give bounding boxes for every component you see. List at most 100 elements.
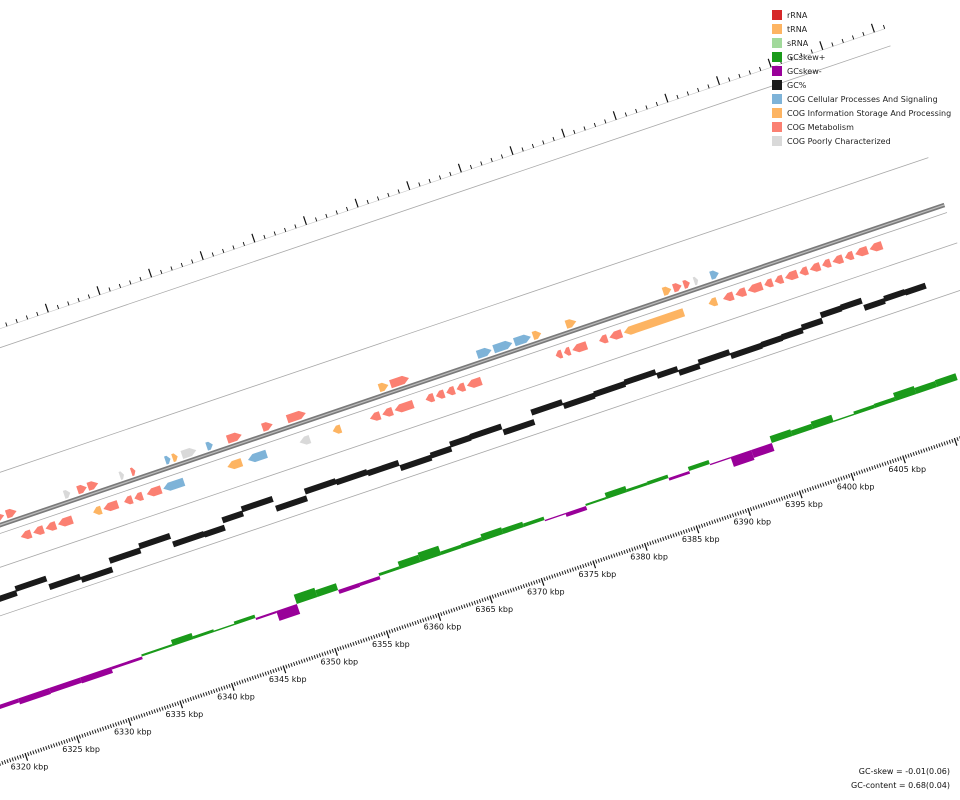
legend-label: COG Information Storage And Processing: [787, 108, 952, 118]
ruler-minor-tick: [791, 493, 794, 498]
genome-stats: GC-skew = -0.01(0.06) GC-content = 0.68(…: [851, 765, 950, 793]
ruler-minor-tick: [633, 546, 636, 551]
ruler-minor-tick: [811, 486, 815, 491]
gene-arrow: [389, 375, 409, 389]
ruler-minor-tick: [409, 622, 412, 627]
ruler-minor-tick: [60, 740, 63, 745]
ruler-minor-tick: [780, 496, 784, 501]
ruler-minor-tick: [517, 585, 520, 590]
outer-ruler-minor-tick: [810, 49, 813, 54]
gc-skew-negative-bar: [668, 471, 691, 481]
ruler-minor-tick: [293, 661, 296, 667]
gc-skew-negative-bar: [0, 698, 20, 709]
ruler-minor-tick: [765, 501, 768, 506]
outer-ruler: [0, 23, 886, 329]
outer-ruler-minor-tick: [469, 164, 473, 169]
ruler-minor-tick: [295, 661, 298, 666]
ruler-minor-tick: [458, 605, 461, 611]
gc-skew-positive-bar: [293, 587, 318, 604]
ruler-minor-tick: [497, 592, 500, 597]
ruler-minor-tick: [269, 669, 272, 674]
gene-arrow: [299, 435, 312, 445]
ruler-minor-tick: [737, 511, 740, 516]
ruler-major-tick: [747, 507, 751, 516]
ruler-minor-tick: [256, 674, 260, 679]
ruler-minor-tick: [471, 601, 474, 606]
ruler-minor-tick: [783, 495, 786, 500]
outer-ruler-minor-tick: [5, 322, 8, 327]
legend-swatch: [772, 108, 782, 118]
ruler-minor-tick: [527, 582, 531, 587]
ruler-minor-tick: [801, 489, 804, 494]
ruler-minor-tick: [602, 556, 605, 562]
ruler-minor-tick: [863, 468, 866, 473]
gc-skew-positive-bar: [914, 381, 937, 394]
ruler-minor-tick: [370, 635, 373, 640]
ruler-minor-tick: [597, 558, 600, 563]
ruler-minor-tick: [329, 649, 332, 654]
ruler-minor-tick: [690, 527, 693, 532]
ruler-minor-tick: [484, 597, 487, 602]
ruler-minor-tick: [215, 688, 218, 693]
ruler-minor-tick: [455, 606, 458, 611]
gc-skew-negative-bar: [730, 450, 755, 467]
track-guide-line: [0, 212, 948, 534]
outer-ruler-minor-tick: [25, 315, 29, 320]
ruler-minor-tick: [225, 684, 229, 689]
gene-arrow: [103, 500, 120, 512]
gene-arrow: [822, 258, 832, 268]
ruler-minor-tick: [241, 679, 244, 684]
legend-swatch: [772, 52, 782, 62]
outer-ruler-line: [0, 28, 885, 329]
outer-ruler-minor-tick: [531, 143, 535, 148]
ruler-minor-tick: [11, 757, 14, 762]
ruler-major-tick: [902, 455, 906, 464]
ruler-minor-tick: [822, 482, 825, 487]
ruler-minor-tick: [721, 516, 724, 521]
ruler-minor-tick: [481, 598, 484, 603]
ruler-minor-tick: [107, 724, 110, 730]
ruler-label: 6345 kbp: [269, 675, 307, 684]
gc-skew-positive-bar: [192, 629, 215, 639]
outer-ruler-minor-tick: [645, 105, 648, 110]
ruler-minor-tick: [804, 488, 807, 493]
ruler-minor-tick: [213, 689, 216, 694]
ruler-minor-tick: [884, 461, 887, 466]
ruler-minor-tick: [138, 714, 141, 719]
gene-arrow: [425, 393, 436, 403]
gene-arrow: [0, 513, 5, 521]
ruler-minor-tick: [445, 610, 448, 615]
ruler-minor-tick: [946, 440, 949, 445]
ruler-minor-tick: [628, 548, 631, 553]
ruler-minor-tick: [460, 605, 463, 610]
gc-skew-positive-bar: [440, 544, 462, 555]
ruler-minor-tick: [55, 742, 58, 747]
ruler-minor-tick: [956, 437, 959, 442]
ruler-minor-tick: [305, 657, 309, 662]
outer-ruler-minor-tick: [635, 108, 638, 113]
gene-arrow: [86, 481, 99, 491]
ruler-minor-tick: [313, 654, 316, 660]
gene-arrow: [513, 334, 531, 347]
legend-label: GC%: [787, 80, 807, 90]
ruler-minor-tick: [71, 737, 74, 742]
ruler-label: 6365 kbp: [475, 605, 513, 614]
outer-ruler-minor-tick: [676, 94, 679, 99]
ruler-minor-tick: [530, 581, 533, 586]
outer-ruler-minor-tick: [387, 192, 390, 197]
legend-label: COG Cellular Processes And Signaling: [787, 94, 938, 104]
ruler-minor-tick: [693, 526, 696, 531]
outer-ruler-major-tick: [870, 23, 875, 33]
legend-item-cog-information: COG Information Storage And Processing: [772, 106, 958, 120]
ruler-minor-tick: [156, 708, 159, 713]
ruler-minor-tick: [78, 734, 81, 739]
legend-label: rRNA: [787, 10, 808, 20]
ruler-label: 6390 kbp: [733, 517, 771, 526]
ruler-minor-tick: [868, 466, 871, 471]
legend-label: COG Poorly Characterized: [787, 136, 891, 146]
gc-content-stat: GC-content = 0.68(0.04): [851, 781, 950, 790]
ruler-minor-tick: [303, 658, 306, 663]
ruler-minor-tick: [133, 716, 136, 721]
ruler-minor-tick: [773, 499, 776, 504]
ruler-minor-tick: [249, 676, 252, 681]
